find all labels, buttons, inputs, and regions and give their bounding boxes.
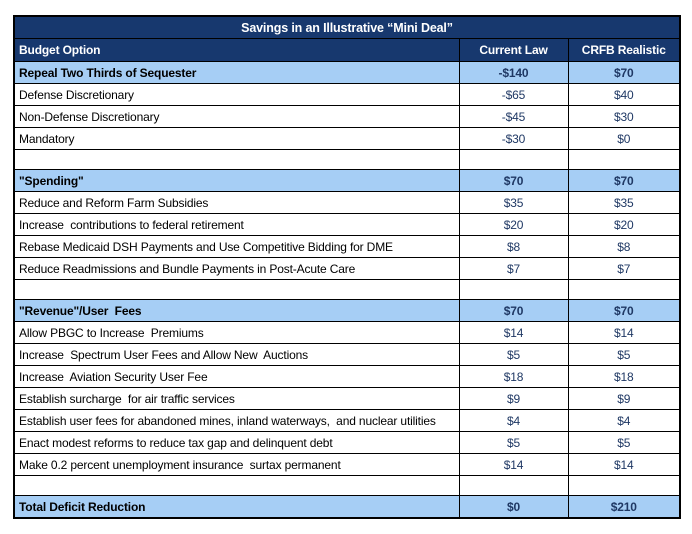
budget-option-cell: Reduce and Reform Farm Subsidies <box>13 191 460 214</box>
current-law-cell: $20 <box>458 213 569 236</box>
crfb-realistic-cell: $4 <box>567 409 681 432</box>
budget-option-cell: Establish user fees for abandoned mines,… <box>13 409 460 432</box>
budget-option-cell: Enact modest reforms to reduce tax gap a… <box>13 431 460 454</box>
current-law-cell: $5 <box>458 431 569 454</box>
current-law-cell: $8 <box>458 235 569 258</box>
current-law-cell: -$30 <box>458 127 569 150</box>
current-law-cell: $14 <box>458 321 569 344</box>
table-row: Increase Spectrum User Fees and Allow Ne… <box>13 343 681 366</box>
spacer-row <box>13 279 681 300</box>
current-law-cell <box>458 475 569 496</box>
current-law-cell: -$65 <box>458 83 569 106</box>
crfb-realistic-cell <box>567 279 681 300</box>
current-law-cell: $0 <box>458 495 569 519</box>
current-law-cell: $35 <box>458 191 569 214</box>
table-row: Enact modest reforms to reduce tax gap a… <box>13 431 681 454</box>
table-row: Reduce Readmissions and Bundle Payments … <box>13 257 681 280</box>
crfb-realistic-cell <box>567 475 681 496</box>
crfb-realistic-cell: $7 <box>567 257 681 280</box>
budget-option-cell: Rebase Medicaid DSH Payments and Use Com… <box>13 235 460 258</box>
budget-option-cell <box>13 149 460 170</box>
crfb-realistic-cell: $14 <box>567 453 681 476</box>
column-header-current-law: Current Law <box>458 38 569 62</box>
table-row: Increase Aviation Security User Fee $18 $1… <box>13 365 681 388</box>
table-row: Establish user fees for abandoned mines,… <box>13 409 681 432</box>
crfb-realistic-cell: $0 <box>567 127 681 150</box>
current-law-cell <box>458 279 569 300</box>
budget-option-cell: Increase contributions to federal retire… <box>13 213 460 236</box>
column-header-budget-option: Budget Option <box>13 38 460 62</box>
table-row: Total Deficit Reduction $0 $210 <box>13 495 681 519</box>
table-row: "Spending" $70 $70 <box>13 169 681 192</box>
budget-option-cell: Defense Discretionary <box>13 83 460 106</box>
current-law-cell: $18 <box>458 365 569 388</box>
budget-option-cell: Non-Defense Discretionary <box>13 105 460 128</box>
table-row: Reduce and Reform Farm Subsidies $35 $35 <box>13 191 681 214</box>
current-law-cell: $5 <box>458 343 569 366</box>
current-law-cell: $9 <box>458 387 569 410</box>
budget-option-cell: Allow PBGC to Increase Premiums <box>13 321 460 344</box>
crfb-realistic-cell: $210 <box>567 495 681 519</box>
crfb-realistic-cell: $5 <box>567 343 681 366</box>
spacer-row <box>13 149 681 170</box>
budget-option-cell: "Spending" <box>13 169 460 192</box>
budget-option-cell: Mandatory <box>13 127 460 150</box>
column-header-crfb-realistic: CRFB Realistic <box>567 38 681 62</box>
budget-option-cell: Establish surcharge for air traffic serv… <box>13 387 460 410</box>
crfb-realistic-cell: $20 <box>567 213 681 236</box>
spacer-row <box>13 475 681 496</box>
current-law-cell: -$140 <box>458 61 569 84</box>
crfb-realistic-cell: $8 <box>567 235 681 258</box>
mini-deal-savings-table: Savings in an Illustrative “Mini Deal” B… <box>13 15 682 519</box>
table-row: Defense Discretionary -$65 $40 <box>13 83 681 106</box>
table-row: Increase contributions to federal retire… <box>13 213 681 236</box>
crfb-realistic-cell: $18 <box>567 365 681 388</box>
table-row: Make 0.2 percent unemployment insurance … <box>13 453 681 476</box>
budget-option-cell: Make 0.2 percent unemployment insurance … <box>13 453 460 476</box>
budget-option-cell: Total Deficit Reduction <box>13 495 460 519</box>
budget-option-cell: Increase Spectrum User Fees and Allow Ne… <box>13 343 460 366</box>
table-row: Mandatory -$30 $0 <box>13 127 681 150</box>
crfb-realistic-cell: $5 <box>567 431 681 454</box>
crfb-realistic-cell: $70 <box>567 299 681 322</box>
current-law-cell: $14 <box>458 453 569 476</box>
table-row: Establish surcharge for air traffic serv… <box>13 387 681 410</box>
crfb-realistic-cell: $14 <box>567 321 681 344</box>
table-row: Rebase Medicaid DSH Payments and Use Com… <box>13 235 681 258</box>
current-law-cell: $4 <box>458 409 569 432</box>
table-title-row: Savings in an Illustrative “Mini Deal” <box>13 15 681 39</box>
budget-option-cell: Reduce Readmissions and Bundle Payments … <box>13 257 460 280</box>
current-law-cell <box>458 149 569 170</box>
crfb-realistic-cell: $70 <box>567 61 681 84</box>
table-row: Non-Defense Discretionary -$45 $30 <box>13 105 681 128</box>
table-body: Repeal Two Thirds of Sequester -$140 $70 De… <box>13 61 681 519</box>
current-law-cell: $7 <box>458 257 569 280</box>
budget-option-cell: Increase Aviation Security User Fee <box>13 365 460 388</box>
budget-option-cell: Repeal Two Thirds of Sequester <box>13 61 460 84</box>
crfb-realistic-cell: $40 <box>567 83 681 106</box>
budget-option-cell <box>13 279 460 300</box>
crfb-realistic-cell: $35 <box>567 191 681 214</box>
crfb-realistic-cell: $30 <box>567 105 681 128</box>
crfb-realistic-cell: $9 <box>567 387 681 410</box>
crfb-realistic-cell <box>567 149 681 170</box>
current-law-cell: $70 <box>458 299 569 322</box>
table-row: Repeal Two Thirds of Sequester -$140 $70 <box>13 61 681 84</box>
table-row: Allow PBGC to Increase Premiums $14 $14 <box>13 321 681 344</box>
crfb-realistic-cell: $70 <box>567 169 681 192</box>
table-header-row: Budget Option Current Law CRFB Realistic <box>13 38 681 62</box>
budget-option-cell <box>13 475 460 496</box>
budget-option-cell: "Revenue"/User Fees <box>13 299 460 322</box>
current-law-cell: -$45 <box>458 105 569 128</box>
table-row: "Revenue"/User Fees $70 $70 <box>13 299 681 322</box>
current-law-cell: $70 <box>458 169 569 192</box>
table-title: Savings in an Illustrative “Mini Deal” <box>13 15 681 39</box>
